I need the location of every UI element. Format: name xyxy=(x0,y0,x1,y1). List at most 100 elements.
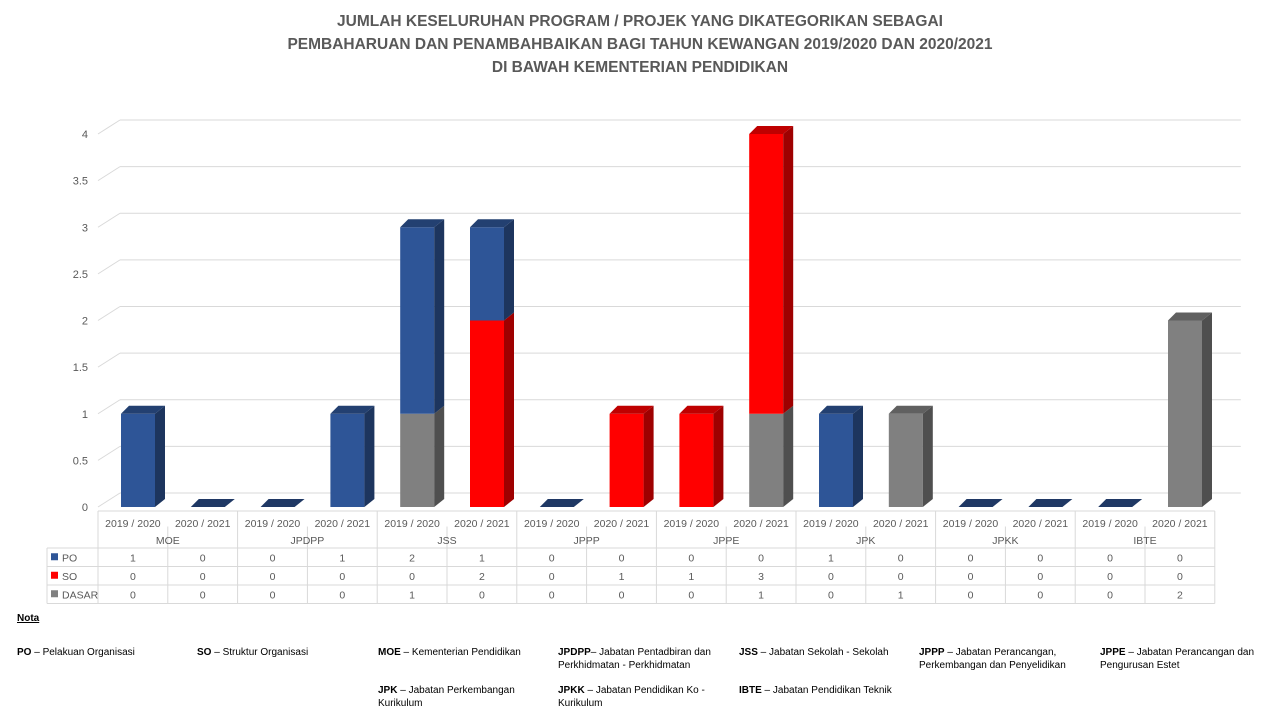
bar-po xyxy=(330,413,365,507)
note-text: Kementerian Pendidikan xyxy=(411,647,521,658)
bar-side-dasar xyxy=(922,405,933,507)
data-table-value: 0 xyxy=(1107,552,1113,564)
x-category-label: 2019 / 2020 xyxy=(524,518,580,530)
bar-side-po xyxy=(504,219,514,321)
note-jpkk: JPKK – Jabatan Pendidikan Ko - Kurikulum xyxy=(558,685,705,709)
data-table-value: 0 xyxy=(130,589,136,601)
legend-label-so: SO xyxy=(62,571,77,583)
bar-top-po xyxy=(819,405,863,414)
gridline-diagonal xyxy=(97,445,121,461)
data-table-value: 1 xyxy=(409,589,415,601)
data-table-value: 2 xyxy=(479,571,485,583)
bar-top-empty xyxy=(260,499,305,507)
y-tick-label: 3.5 xyxy=(73,176,88,188)
data-table-value: 0 xyxy=(688,589,694,601)
x-category-label: 2020 / 2021 xyxy=(1152,518,1208,530)
data-table-value: 2 xyxy=(409,552,415,564)
data-table-value: 0 xyxy=(1037,552,1043,564)
data-table-value: 0 xyxy=(549,552,555,564)
data-table-value: 0 xyxy=(619,589,625,601)
bar-po xyxy=(400,227,435,414)
bar-top-dasar xyxy=(1168,312,1212,321)
bar-side-so xyxy=(783,126,794,414)
note-abbr: JPK xyxy=(378,685,398,696)
x-group-label: IBTE xyxy=(1133,535,1156,547)
bar-po xyxy=(470,227,504,321)
data-table-value: 0 xyxy=(968,589,974,601)
x-group-label: JPK xyxy=(856,535,875,547)
bar-dasar xyxy=(888,413,923,507)
x-group-label: MOE xyxy=(156,535,180,547)
data-table-value: 0 xyxy=(758,552,764,564)
note-abbr: JSS xyxy=(739,647,758,658)
bar-po xyxy=(819,413,853,507)
data-table-value: 1 xyxy=(828,552,834,564)
note-po: PO – Pelakuan Organisasi xyxy=(17,647,135,658)
data-table-value: 0 xyxy=(270,589,276,601)
x-group-label: JPDPP xyxy=(290,535,324,547)
data-table-value: 0 xyxy=(968,552,974,564)
data-table-value: 0 xyxy=(130,571,136,583)
data-table-value: 3 xyxy=(758,571,764,583)
bar-top-empty xyxy=(1098,499,1143,507)
x-group-label: JPPP xyxy=(573,535,599,547)
data-table-value: 0 xyxy=(549,571,555,583)
data-table-value: 0 xyxy=(409,571,415,583)
bar-side-so xyxy=(504,312,514,507)
bar-top-po xyxy=(121,405,165,414)
legend-label-dasar: DASAR xyxy=(62,589,99,601)
note-text: Struktur Organisasi xyxy=(222,647,309,658)
y-tick-label: 1.5 xyxy=(73,362,88,374)
data-table-value: 1 xyxy=(619,571,625,583)
data-table-value: 0 xyxy=(1177,552,1183,564)
y-tick-label: 4 xyxy=(82,129,88,141)
x-category-label: 2019 / 2020 xyxy=(803,518,859,530)
note-jppe: JPPE – Jabatan Perancangan dan Pengurusa… xyxy=(1100,647,1255,671)
y-tick-label: 0.5 xyxy=(73,455,88,467)
bar-top-so xyxy=(609,405,654,414)
y-tick-label: 2.5 xyxy=(73,269,88,281)
data-table-value: 0 xyxy=(1107,589,1113,601)
data-table-value: 2 xyxy=(1177,589,1183,601)
note-jpdpp: JPDPP– Jabatan Pentadbiran dan Perkhidma… xyxy=(558,647,711,671)
x-category-label: 2019 / 2020 xyxy=(1082,518,1138,530)
data-table-value: 1 xyxy=(898,589,904,601)
legend-label-po: PO xyxy=(62,552,77,564)
note-jss: JSS – Jabatan Sekolah - Sekolah xyxy=(739,647,889,658)
x-category-label: 2019 / 2020 xyxy=(384,518,440,530)
data-table-value: 0 xyxy=(200,552,206,564)
data-table-value: 0 xyxy=(200,571,206,583)
legend-key-dasar xyxy=(51,590,58,598)
chart-title: JUMLAH KESELURUHAN PROGRAM / PROJEK YANG… xyxy=(0,10,1280,79)
note-abbr: JPPP xyxy=(919,647,945,658)
data-table-value: 0 xyxy=(1037,571,1043,583)
data-table-value: 1 xyxy=(688,571,694,583)
data-table-value: 0 xyxy=(1107,571,1113,583)
x-category-label: 2020 / 2021 xyxy=(594,518,650,530)
note-text: Jabatan Sekolah - Sekolah xyxy=(769,647,889,658)
data-table-value: 0 xyxy=(339,589,345,601)
data-table-value: 0 xyxy=(619,552,625,564)
notes-heading: Nota xyxy=(17,613,40,624)
bar-side-po xyxy=(155,405,165,507)
data-table-value: 0 xyxy=(270,571,276,583)
note-abbr: IBTE xyxy=(739,685,762,696)
bar-so xyxy=(749,134,784,414)
x-group-label: JPPE xyxy=(713,535,739,547)
data-table-value: 0 xyxy=(688,552,694,564)
bar-side-dasar xyxy=(783,405,794,507)
gridline-diagonal xyxy=(97,399,121,415)
data-table-value: 0 xyxy=(1177,571,1183,583)
data-table-value: 0 xyxy=(339,571,345,583)
bar-dasar xyxy=(749,413,784,507)
legend-key-po xyxy=(51,553,58,561)
note-text: Jabatan Pentadbiran dan Perkhidmatan - P… xyxy=(558,647,711,671)
note-abbr: PO xyxy=(17,647,32,658)
bar-top-po xyxy=(400,219,445,228)
note-text: Jabatan Perancangan, Perkembangan dan Pe… xyxy=(919,647,1066,671)
data-table-value: 0 xyxy=(968,571,974,583)
note-jpk: JPK – Jabatan Perkembangan Kurikulum xyxy=(378,685,515,709)
bar-side-so xyxy=(643,405,654,507)
gridline-diagonal xyxy=(97,352,121,368)
y-tick-label: 2 xyxy=(82,316,88,328)
